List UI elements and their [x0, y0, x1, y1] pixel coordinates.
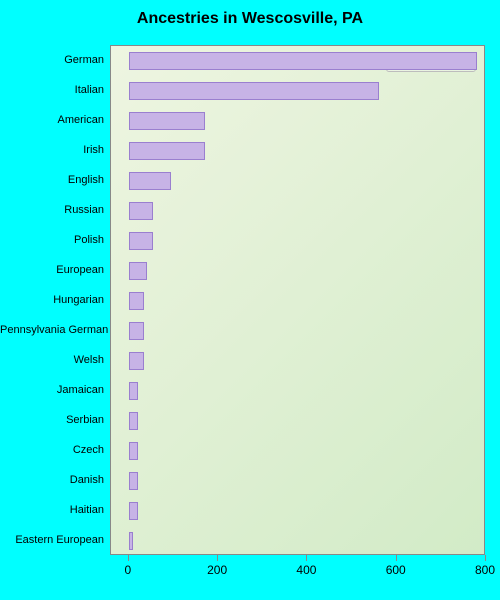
y-axis-label: Jamaican [0, 384, 104, 397]
chart-canvas: Ancestries in Wescosville, PA City-Data.… [0, 0, 500, 600]
x-tick-label: 0 [108, 563, 148, 577]
y-axis-label: European [0, 264, 104, 277]
y-axis-label: Irish [0, 144, 104, 157]
x-tick [217, 555, 218, 561]
x-tick [485, 555, 486, 561]
y-axis-label: German [0, 54, 104, 67]
bar [129, 322, 145, 340]
x-tick-label: 200 [197, 563, 237, 577]
x-tick-label: 800 [465, 563, 500, 577]
x-tick [128, 555, 129, 561]
bar [129, 82, 379, 100]
x-tick-label: 400 [286, 563, 326, 577]
bar [129, 142, 205, 160]
y-axis-label: English [0, 174, 104, 187]
y-axis-label: Hungarian [0, 294, 104, 307]
bar [129, 472, 138, 490]
bar [129, 412, 138, 430]
bar [129, 292, 145, 310]
bar [129, 532, 133, 550]
plot-area: City-Data.com [110, 45, 485, 555]
chart-title: Ancestries in Wescosville, PA [0, 10, 500, 28]
bar [129, 382, 138, 400]
bar [129, 202, 154, 220]
y-axis-label: Czech [0, 444, 104, 457]
y-axis-label: Pennsylvania German [0, 324, 104, 337]
y-axis-label: American [0, 114, 104, 127]
y-axis-label: Italian [0, 84, 104, 97]
bar [129, 172, 171, 190]
x-tick [396, 555, 397, 561]
bar [129, 352, 145, 370]
bar [129, 112, 205, 130]
bar [129, 52, 477, 70]
bar [129, 232, 154, 250]
y-axis-label: Danish [0, 474, 104, 487]
x-tick [306, 555, 307, 561]
y-axis-label: Russian [0, 204, 104, 217]
y-axis-label: Polish [0, 234, 104, 247]
y-axis-label: Serbian [0, 414, 104, 427]
y-axis-label: Eastern European [0, 534, 104, 547]
y-axis-label: Welsh [0, 354, 104, 367]
bar [129, 262, 147, 280]
bar [129, 442, 138, 460]
x-tick-label: 600 [376, 563, 416, 577]
bar [129, 502, 138, 520]
y-axis-label: Haitian [0, 504, 104, 517]
